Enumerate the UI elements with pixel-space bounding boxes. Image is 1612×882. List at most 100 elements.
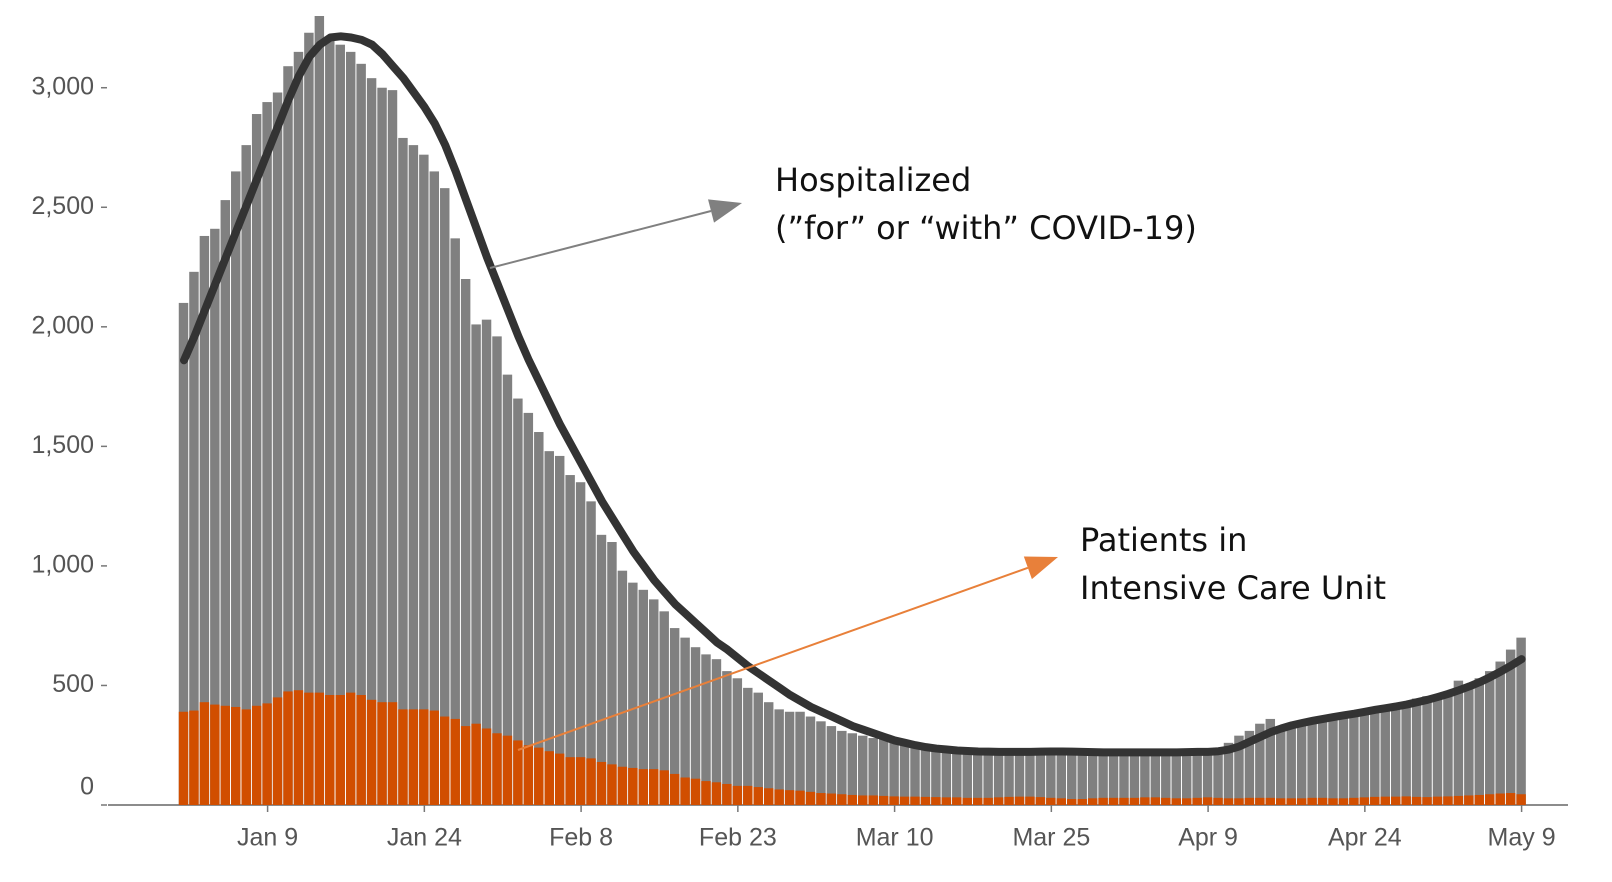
bar — [1244, 797, 1255, 805]
bar — [1234, 735, 1244, 805]
bar — [763, 702, 774, 805]
bar — [419, 154, 429, 805]
bar — [607, 542, 617, 805]
x-tick-label: Apr 9 — [1178, 824, 1238, 852]
bar — [711, 782, 722, 805]
bar — [732, 678, 743, 805]
bar — [617, 766, 628, 805]
bar — [826, 793, 837, 805]
bar — [878, 795, 889, 805]
bar — [272, 92, 283, 805]
y-tick-label: 2,500 — [31, 192, 94, 220]
bar — [471, 723, 481, 805]
bar — [1129, 752, 1140, 805]
bar — [356, 695, 366, 805]
bar — [826, 726, 837, 805]
bar — [784, 790, 795, 805]
bar — [1370, 796, 1380, 805]
bar — [1495, 793, 1505, 805]
y-tick-label: 3,000 — [31, 72, 94, 100]
bar — [429, 171, 440, 806]
bar — [1004, 752, 1014, 805]
bar — [1276, 798, 1286, 805]
annotation-arrowhead — [1023, 556, 1058, 580]
bar — [638, 589, 649, 805]
bar — [596, 534, 607, 805]
bar — [1213, 797, 1223, 805]
bar — [544, 451, 554, 805]
bar — [1108, 752, 1119, 805]
bar — [199, 235, 210, 806]
bar — [910, 796, 920, 805]
bar — [1119, 752, 1129, 805]
bar — [1150, 797, 1161, 805]
bar — [1171, 752, 1181, 805]
bar — [899, 742, 910, 805]
bar — [408, 145, 419, 806]
bar — [1317, 797, 1328, 805]
bar — [366, 78, 377, 805]
annotation-text: Patients in — [1080, 521, 1247, 559]
bar — [1307, 797, 1317, 805]
bar — [659, 770, 669, 805]
bar — [534, 747, 544, 805]
bar — [1474, 794, 1485, 805]
bar — [241, 145, 251, 806]
bar — [314, 692, 325, 805]
bar — [795, 711, 805, 805]
bar — [1140, 751, 1150, 805]
bar — [690, 778, 701, 805]
bar — [596, 761, 607, 805]
bar — [450, 238, 460, 805]
bar — [858, 795, 868, 805]
bar — [1255, 797, 1265, 805]
bar — [805, 716, 816, 805]
bar — [210, 228, 220, 806]
y-tick-label: 2,000 — [31, 311, 94, 339]
bar — [962, 751, 972, 805]
bar — [377, 87, 387, 805]
bar — [220, 705, 231, 805]
bar — [899, 796, 910, 805]
bar — [1505, 649, 1516, 805]
bar — [993, 797, 1004, 805]
bar — [868, 795, 878, 805]
bar — [189, 710, 199, 805]
trend-line — [180, 32, 1526, 757]
bar — [429, 710, 440, 805]
bar — [1265, 797, 1276, 805]
bar — [920, 747, 931, 805]
bar — [178, 302, 189, 805]
bar — [1411, 698, 1422, 805]
bar — [1276, 726, 1286, 805]
bar — [889, 796, 899, 805]
bar — [1464, 685, 1474, 805]
bar — [1161, 751, 1171, 805]
bar — [858, 735, 868, 805]
bar — [1443, 796, 1453, 805]
bar — [1485, 794, 1495, 805]
bar — [283, 691, 293, 805]
bar — [534, 432, 544, 805]
bar — [241, 709, 251, 805]
bar — [952, 797, 962, 805]
bar — [701, 654, 711, 805]
bar — [460, 726, 471, 805]
bar — [878, 739, 889, 805]
bar — [1014, 751, 1025, 805]
bar — [1265, 718, 1276, 805]
bar — [304, 692, 314, 805]
bar — [356, 63, 366, 806]
bar — [941, 750, 952, 805]
bar — [554, 753, 565, 805]
bar — [941, 797, 952, 805]
bar — [387, 702, 398, 805]
bar — [1171, 798, 1181, 805]
bar — [1223, 798, 1234, 805]
bar — [680, 637, 690, 805]
bar — [701, 781, 711, 805]
bar — [774, 709, 784, 805]
bar — [231, 171, 241, 806]
bar — [1087, 798, 1098, 805]
